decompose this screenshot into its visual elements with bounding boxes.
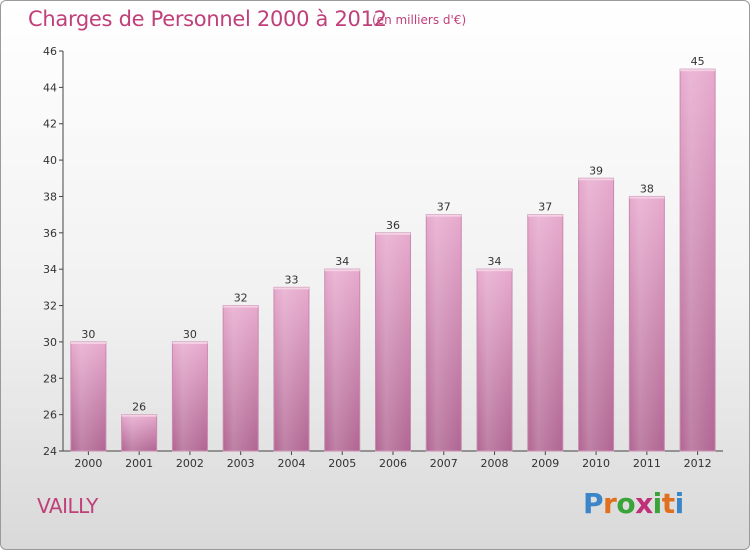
logo-letter: o (616, 487, 636, 520)
axes: 24 26 28 30 32 34 36 38 40 42 44 46 (43, 45, 723, 458)
data-label: 34 (335, 255, 349, 268)
bar-shine (578, 178, 614, 452)
y-tick-label: 40 (43, 154, 57, 167)
bar-cap (426, 214, 462, 217)
y-tick-label: 26 (43, 409, 57, 422)
bar-cap (223, 305, 259, 308)
x-tick-label: 2012 (684, 457, 712, 470)
y-tick-label: 44 (43, 81, 57, 94)
chart-subtitle: (en milliers d'€) (372, 13, 467, 27)
x-tick-label: 2010 (582, 457, 610, 470)
data-label: 26 (132, 401, 146, 414)
bar-cap (121, 414, 157, 417)
x-tick-label: 2007 (430, 457, 458, 470)
x-tick-label: 2011 (633, 457, 661, 470)
y-tick-label: 42 (43, 118, 57, 131)
x-tick-label: 2002 (176, 457, 204, 470)
logo-letter: r (603, 487, 617, 520)
data-label: 37 (437, 201, 451, 214)
bar-shine (629, 196, 665, 451)
bar-shine (324, 269, 360, 451)
bar-shine (70, 341, 106, 451)
x-tick-label: 2000 (74, 457, 102, 470)
data-label: 30 (183, 328, 197, 341)
bar-cap (527, 214, 563, 217)
x-tick-label: 2003 (227, 457, 255, 470)
y-tick-label: 38 (43, 190, 57, 203)
bar-cap (70, 341, 106, 344)
data-label: 32 (234, 292, 248, 305)
labels: 2000 30 2001 26 2002 30 2003 32 2004 33 2005 34 2006… (74, 55, 711, 470)
logo-letter: x (635, 487, 653, 520)
bar-shine (680, 69, 716, 451)
y-tick-label: 46 (43, 45, 57, 58)
bars (70, 68, 716, 452)
x-tick-label: 2005 (328, 457, 356, 470)
commune-name: VAILLY (37, 494, 98, 518)
y-tick-label: 30 (43, 336, 57, 349)
data-label: 36 (386, 219, 400, 232)
bar-shine (172, 341, 208, 451)
x-tick-label: 2004 (277, 457, 305, 470)
x-tick-label: 2001 (125, 457, 153, 470)
bar-shine (375, 232, 411, 451)
x-tick-label: 2006 (379, 457, 407, 470)
logo-letter: i (652, 487, 663, 520)
data-label: 38 (640, 182, 654, 195)
bar-cap (324, 269, 360, 272)
bar-cap (477, 269, 513, 272)
x-tick-label: 2008 (481, 457, 509, 470)
logo-letter: t (661, 487, 675, 520)
data-label: 45 (691, 55, 705, 68)
data-label: 39 (589, 164, 603, 177)
data-label: 33 (284, 273, 298, 286)
bar-cap (629, 196, 665, 199)
data-label: 30 (81, 328, 95, 341)
bar-cap (172, 341, 208, 344)
y-tick-label: 32 (43, 300, 57, 313)
y-tick-label: 24 (43, 445, 57, 458)
bar-cap (680, 69, 716, 72)
bar-shine (477, 269, 513, 451)
data-label: 34 (488, 255, 502, 268)
bar-shine (273, 287, 309, 451)
y-tick-label: 36 (43, 227, 57, 240)
data-label: 37 (538, 201, 552, 214)
bar-shine (426, 214, 462, 451)
bar-cap (273, 287, 309, 290)
bar-cap (375, 232, 411, 235)
logo-letter: i (674, 487, 685, 520)
bar-shine (527, 214, 563, 451)
chart-title: Charges de Personnel 2000 à 2012 (28, 7, 387, 31)
y-tick-label: 34 (43, 263, 57, 276)
proxiti-logo: Proxiti (583, 487, 684, 520)
y-tick-label: 28 (43, 372, 57, 385)
bar-shine (121, 414, 157, 451)
x-tick-label: 2009 (531, 457, 559, 470)
logo-letter: P (583, 487, 604, 520)
bar-cap (578, 178, 614, 181)
bar-shine (223, 305, 259, 451)
